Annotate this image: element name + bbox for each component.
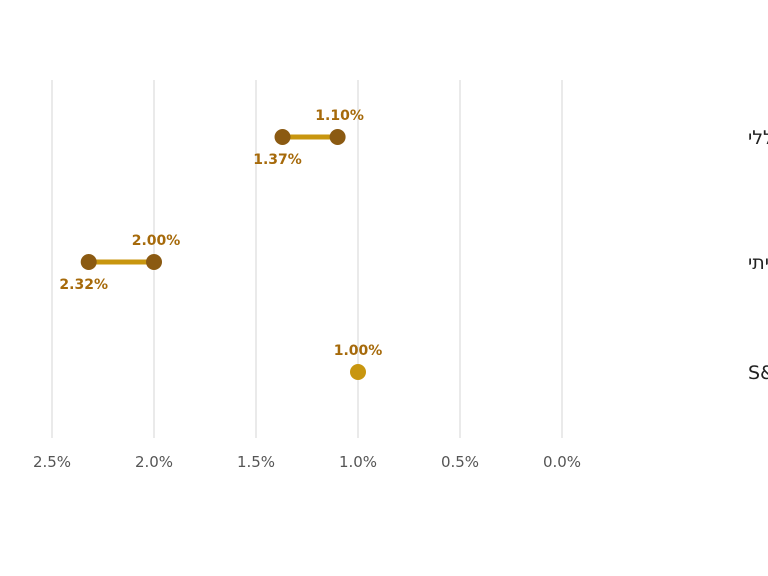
x-tick-label: 2.0% (135, 453, 173, 471)
data-point (80, 254, 97, 270)
x-tick-label: 1.5% (237, 453, 275, 471)
x-tick-label: 1.0% (339, 453, 377, 471)
data-point (274, 129, 291, 145)
dumbbell-row: 2.32% 2.00% (59, 233, 180, 293)
x-tick-label: 2.5% (33, 453, 71, 471)
data-point (350, 364, 366, 380)
x-axis-tick-labels: 2.5% 2.0% 1.5% 1.0% 0.5% 0.0% (33, 453, 581, 471)
category-labels: מסלול כללי מסלול מנייתי מסלול S&P 500 (748, 127, 768, 384)
category-label: מסלול S&P 500 (748, 362, 768, 384)
dumbbell-row: 1.37% 1.10% (253, 108, 364, 168)
category-label: מסלול כללי (748, 127, 768, 149)
dumbbell-row: 1.00% (334, 343, 383, 380)
category-label: מסלול מנייתי (748, 252, 768, 274)
x-tick-label: 0.0% (543, 453, 581, 471)
x-tick-label: 0.5% (441, 453, 479, 471)
data-label: 2.32% (59, 277, 108, 293)
data-point (146, 254, 162, 270)
grid-lines (51, 80, 563, 438)
data-label: 1.00% (334, 343, 383, 359)
data-label: 1.10% (315, 108, 364, 124)
data-point (329, 129, 346, 145)
data-label: 1.37% (253, 152, 302, 168)
data-label: 2.00% (132, 233, 181, 249)
dumbbell-marks: 1.37% 1.10% 2.32% 2.00% 1.00% (59, 108, 382, 380)
